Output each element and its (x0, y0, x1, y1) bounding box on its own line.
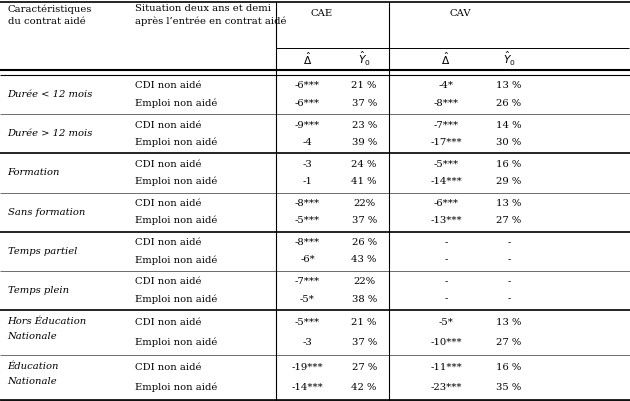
Text: 30 %: 30 % (496, 138, 522, 147)
Text: CDI non aidé: CDI non aidé (135, 121, 202, 130)
Text: -13***: -13*** (430, 216, 462, 225)
Text: -17***: -17*** (430, 138, 462, 147)
Text: 16 %: 16 % (496, 160, 522, 169)
Text: 42 %: 42 % (352, 383, 377, 392)
Text: Durée < 12 mois: Durée < 12 mois (8, 90, 93, 99)
Text: -8***: -8*** (295, 238, 320, 247)
Text: 37 %: 37 % (352, 338, 377, 347)
Text: -: - (507, 238, 511, 247)
Text: -: - (507, 277, 511, 286)
Text: -: - (444, 238, 448, 247)
Text: CDI non aidé: CDI non aidé (135, 160, 202, 169)
Text: -6***: -6*** (295, 81, 320, 91)
Text: Emploi non aidé: Emploi non aidé (135, 216, 218, 225)
Text: 29 %: 29 % (496, 177, 522, 186)
Text: Situation deux ans et demi
après l’entrée en contrat aidé: Situation deux ans et demi après l’entré… (135, 4, 287, 26)
Text: -3: -3 (302, 160, 312, 169)
Text: CAE: CAE (310, 9, 333, 18)
Text: $\hat{\Delta}$: $\hat{\Delta}$ (303, 51, 312, 67)
Text: CDI non aidé: CDI non aidé (135, 199, 202, 208)
Text: -14***: -14*** (292, 383, 323, 392)
Text: 22%: 22% (353, 277, 375, 286)
Text: -5***: -5*** (433, 160, 459, 169)
Text: Nationale: Nationale (8, 377, 57, 386)
Text: -3: -3 (302, 338, 312, 347)
Text: -5***: -5*** (295, 318, 320, 327)
Text: -: - (507, 255, 511, 264)
Text: Emploi non aidé: Emploi non aidé (135, 255, 218, 265)
Text: Caractéristiques
du contrat aidé: Caractéristiques du contrat aidé (8, 4, 92, 26)
Text: 13 %: 13 % (496, 318, 522, 327)
Text: -5*: -5* (438, 318, 454, 327)
Text: Emploi non aidé: Emploi non aidé (135, 294, 218, 304)
Text: 35 %: 35 % (496, 383, 522, 392)
Text: -7***: -7*** (295, 277, 320, 286)
Text: Formation: Formation (8, 168, 60, 177)
Text: 41 %: 41 % (352, 177, 377, 186)
Text: 13 %: 13 % (496, 81, 522, 91)
Text: 22%: 22% (353, 199, 375, 208)
Text: $\hat{Y}_0$: $\hat{Y}_0$ (358, 50, 370, 68)
Text: Emploi non aidé: Emploi non aidé (135, 99, 218, 108)
Text: Emploi non aidé: Emploi non aidé (135, 338, 218, 347)
Text: Durée > 12 mois: Durée > 12 mois (8, 129, 93, 138)
Text: 26 %: 26 % (496, 99, 522, 108)
Text: -: - (444, 295, 448, 304)
Text: 39 %: 39 % (352, 138, 377, 147)
Text: CDI non aidé: CDI non aidé (135, 238, 202, 247)
Text: -7***: -7*** (433, 121, 459, 130)
Text: -: - (444, 255, 448, 264)
Text: 21 %: 21 % (352, 81, 377, 91)
Text: -23***: -23*** (430, 383, 462, 392)
Text: -11***: -11*** (430, 363, 462, 372)
Text: -4*: -4* (438, 81, 454, 91)
Text: 43 %: 43 % (352, 255, 377, 264)
Text: -5*: -5* (300, 295, 315, 304)
Text: -6***: -6*** (433, 199, 459, 208)
Text: CDI non aidé: CDI non aidé (135, 81, 202, 91)
Text: CDI non aidé: CDI non aidé (135, 277, 202, 286)
Text: $\hat{\Delta}$: $\hat{\Delta}$ (442, 51, 450, 67)
Text: 24 %: 24 % (352, 160, 377, 169)
Text: 27 %: 27 % (496, 338, 522, 347)
Text: Nationale: Nationale (8, 332, 57, 341)
Text: 16 %: 16 % (496, 363, 522, 372)
Text: -4: -4 (302, 138, 312, 147)
Text: -10***: -10*** (430, 338, 462, 347)
Text: -6***: -6*** (295, 99, 320, 108)
Text: -5***: -5*** (295, 216, 320, 225)
Text: Emploi non aidé: Emploi non aidé (135, 383, 218, 392)
Text: 37 %: 37 % (352, 99, 377, 108)
Text: 21 %: 21 % (352, 318, 377, 327)
Text: Emploi non aidé: Emploi non aidé (135, 177, 218, 186)
Text: CDI non aidé: CDI non aidé (135, 318, 202, 327)
Text: Temps plein: Temps plein (8, 286, 69, 295)
Text: Emploi non aidé: Emploi non aidé (135, 138, 218, 147)
Text: Sans formation: Sans formation (8, 208, 85, 217)
Text: -14***: -14*** (430, 177, 462, 186)
Text: 38 %: 38 % (352, 295, 377, 304)
Text: -: - (444, 277, 448, 286)
Text: 27 %: 27 % (496, 216, 522, 225)
Text: -: - (507, 295, 511, 304)
Text: CDI non aidé: CDI non aidé (135, 363, 202, 372)
Text: Éducation: Éducation (8, 362, 59, 371)
Text: 14 %: 14 % (496, 121, 522, 130)
Text: Temps partiel: Temps partiel (8, 247, 77, 256)
Text: -6*: -6* (300, 255, 315, 264)
Text: -8***: -8*** (433, 99, 459, 108)
Text: 26 %: 26 % (352, 238, 377, 247)
Text: -9***: -9*** (295, 121, 320, 130)
Text: 37 %: 37 % (352, 216, 377, 225)
Text: 27 %: 27 % (352, 363, 377, 372)
Text: CAV: CAV (449, 9, 471, 18)
Text: -8***: -8*** (295, 199, 320, 208)
Text: -19***: -19*** (292, 363, 323, 372)
Text: -1: -1 (302, 177, 312, 186)
Text: 23 %: 23 % (352, 121, 377, 130)
Text: Hors Éducation: Hors Éducation (8, 317, 87, 326)
Text: 13 %: 13 % (496, 199, 522, 208)
Text: $\hat{Y}_0$: $\hat{Y}_0$ (503, 50, 515, 68)
